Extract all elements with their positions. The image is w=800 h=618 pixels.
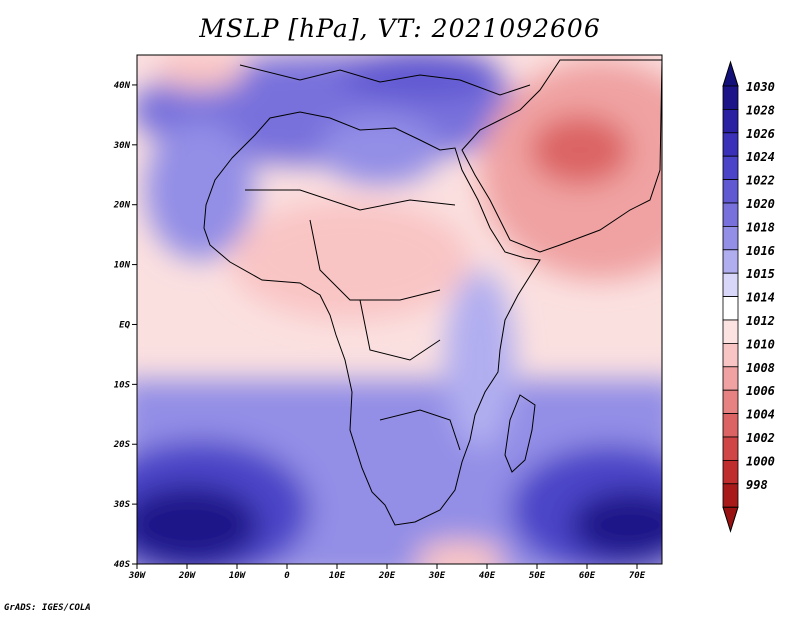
colorbar-swatch xyxy=(722,366,739,391)
colorbar-top-arrow xyxy=(722,60,739,87)
colorbar-label: 1012 xyxy=(746,314,775,328)
colorbar-label: 1028 xyxy=(746,103,775,117)
colorbar-swatch xyxy=(722,296,739,321)
colorbar-label: 1026 xyxy=(746,127,775,141)
lon-tick-label: 0 xyxy=(284,571,290,581)
colorbar-swatch xyxy=(722,179,739,204)
colorbar-swatch xyxy=(722,132,739,157)
chart-title: MSLP [hPa], VT: 2021092606 xyxy=(199,14,601,43)
colorbar-label: 1024 xyxy=(746,150,775,164)
colorbar-label: 1010 xyxy=(746,337,775,351)
colorbar-swatch xyxy=(722,459,739,485)
lon-tick-label: 10W xyxy=(229,571,247,581)
grads-credit: GrADS: IGES/COLA xyxy=(4,603,91,613)
lat-tick-label: 10S xyxy=(114,380,131,390)
lon-tick-label: 30E xyxy=(428,571,446,581)
colorbar-label: 1030 xyxy=(746,80,775,94)
coastlines xyxy=(203,59,662,526)
colorbar-label: 1002 xyxy=(746,431,775,445)
lat-tick-label: 40N xyxy=(114,81,131,91)
lon-tick-label: 60E xyxy=(579,571,596,581)
colorbar-label: 1015 xyxy=(746,267,775,281)
colorbar-label: 998 xyxy=(746,478,768,492)
colorbar-label: 1018 xyxy=(746,220,775,234)
colorbar-swatch xyxy=(722,249,739,274)
colorbar-swatch xyxy=(722,272,739,298)
colorbar-label: 1004 xyxy=(746,408,775,422)
map-axes: 30W 20W 10W 0 10E 20E 30E 40E 50E 60E 70E 40N 30N 20N… xyxy=(113,81,646,581)
colorbar-swatch xyxy=(722,85,739,110)
lat-tick-label: 30N xyxy=(113,141,131,151)
lat-tick-label: 10N xyxy=(114,261,131,271)
colorbar: 1030 1028 1026 1024 1022 1020 1018 1016 1015 1014… xyxy=(722,60,775,533)
lat-tick-label: 20S xyxy=(113,440,131,450)
colorbar-label: 1020 xyxy=(746,197,775,211)
colorbar-label: 1016 xyxy=(746,244,775,258)
lon-tick-label: 50E xyxy=(529,571,546,581)
colorbar-swatch xyxy=(722,483,739,508)
lat-tick-label: 40S xyxy=(114,560,131,570)
colorbar-swatch xyxy=(722,155,739,180)
lon-tick-label: 40E xyxy=(479,571,496,581)
colorbar-swatch xyxy=(722,202,739,227)
colorbar-swatch xyxy=(722,413,739,438)
lon-tick-label: 10E xyxy=(329,571,346,581)
colorbar-label: 1014 xyxy=(746,291,775,305)
lon-tick-label: 30W xyxy=(128,571,147,581)
colorbar-swatch xyxy=(722,389,739,415)
colorbar-swatch xyxy=(722,319,739,344)
colorbar-swatch xyxy=(722,436,739,461)
colorbar-bottom-arrow xyxy=(722,506,739,533)
lon-tick-label: 70E xyxy=(629,571,646,581)
lat-tick-label: 30S xyxy=(113,500,131,510)
lon-tick-label: 20E xyxy=(378,571,396,581)
lat-tick-label: 20N xyxy=(113,201,131,211)
colorbar-swatch xyxy=(722,342,739,368)
colorbar-label: 1008 xyxy=(746,361,775,375)
pressure-field xyxy=(137,55,662,564)
plot-frame xyxy=(136,54,663,565)
colorbar-swatch xyxy=(722,225,739,251)
colorbar-swatch xyxy=(722,109,739,134)
lon-tick-label: 20W xyxy=(178,571,197,581)
lat-tick-label: EQ xyxy=(119,320,130,330)
colorbar-label: 1022 xyxy=(746,174,775,188)
colorbar-label: 1006 xyxy=(746,384,775,398)
colorbar-label: 1000 xyxy=(746,454,775,468)
